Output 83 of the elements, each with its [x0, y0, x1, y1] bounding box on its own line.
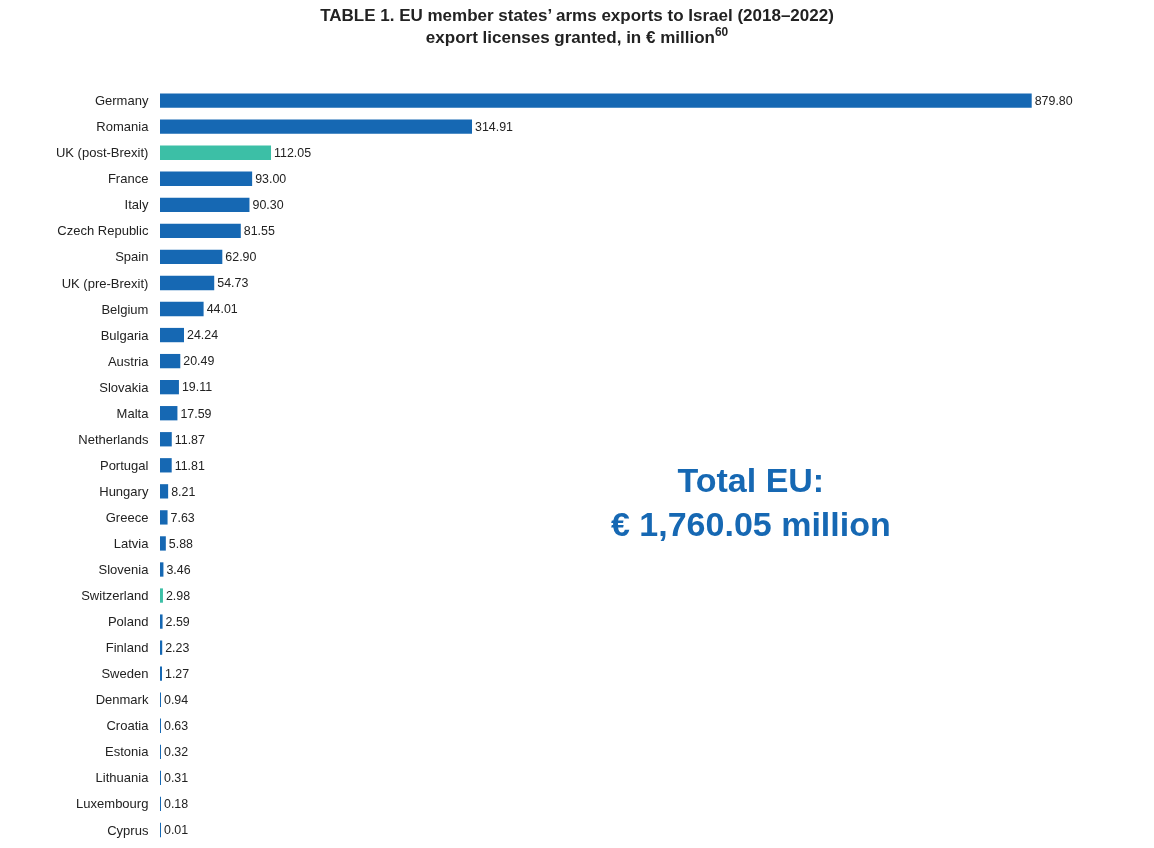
y-tick-label: Bulgaria: [100, 327, 150, 343]
data-label: 0.32: [164, 745, 189, 760]
annotation: Total EU: € 1,760.05 million: [611, 461, 891, 544]
y-tick-label: Czech Republic: [57, 223, 149, 239]
y-tick-label: Greece: [105, 509, 149, 525]
y-tick-label: Denmark: [95, 692, 149, 708]
bar: [160, 197, 250, 212]
y-tick-label: Sweden: [101, 666, 149, 682]
y-tick-label: Lithuania: [95, 770, 150, 786]
y-tick-label: France: [107, 171, 149, 187]
data-label: 0.63: [164, 719, 189, 734]
bar: [160, 406, 178, 421]
y-tick-label: UK (pre-Brexit): [61, 275, 149, 291]
chart-title: TABLE 1. EU member states’ arms exports to Israel (2018–2022): [320, 6, 834, 26]
y-tick-label: Austria: [107, 353, 150, 369]
data-label: 11.87: [174, 432, 206, 447]
data-label: 2.98: [165, 588, 191, 603]
data-label: 19.11: [181, 380, 213, 395]
data-label: 62.90: [225, 250, 257, 265]
bar: [160, 93, 1032, 108]
data-label: 44.01: [206, 302, 238, 317]
data-label: 314.91: [475, 119, 514, 134]
y-tick-label: Portugal: [99, 457, 149, 473]
data-label: 81.55: [243, 224, 275, 239]
y-tick-label: Slovenia: [98, 562, 150, 578]
bar: [160, 145, 272, 160]
data-label: 879.80: [1034, 93, 1073, 108]
y-tick-label: Croatia: [106, 718, 150, 734]
y-tick-label: Hungary: [99, 483, 149, 499]
y-tick-label: Luxembourg: [76, 796, 149, 812]
bar: [160, 275, 215, 291]
data-label: 24.24: [187, 328, 219, 343]
bar: [160, 458, 172, 473]
y-tick-label: Cyprus: [107, 822, 149, 838]
chart-subtitle: export licenses granted, in € million$^{60}$: [425, 25, 729, 48]
data-label: 0.31: [164, 771, 189, 786]
bar: [160, 640, 163, 655]
bar: [160, 249, 223, 265]
y-tick-label: UK (post-Brexit): [55, 145, 149, 161]
bar: [160, 432, 172, 447]
bar: [160, 614, 163, 629]
data-label: 0.18: [164, 797, 189, 812]
bar: [160, 562, 164, 577]
bar: [160, 536, 166, 551]
y-tick-label: Poland: [107, 614, 149, 630]
y-tick-label: Spain: [115, 249, 149, 265]
data-label: 54.73: [217, 276, 249, 291]
y-tick-label: Romania: [96, 119, 150, 135]
y-tick-label: Finland: [105, 640, 149, 656]
data-label: 17.59: [180, 406, 212, 421]
data-label: 0.01: [164, 823, 189, 838]
bar: [160, 223, 241, 239]
data-label: 2.23: [165, 640, 190, 655]
y-tick-label: Netherlands: [78, 431, 149, 447]
bar: [160, 353, 181, 369]
bar: [160, 484, 169, 499]
data-label: 112.05: [274, 146, 312, 161]
data-label: 8.21: [171, 484, 196, 499]
data-label: 90.30: [252, 198, 284, 213]
y-tick-label: Switzerland: [81, 588, 149, 604]
y-tick-label: Latvia: [113, 536, 150, 551]
bar: [160, 588, 163, 603]
data-label: 93.00: [255, 172, 287, 187]
y-tick-label: Germany: [94, 93, 149, 109]
data-label: 5.88: [168, 536, 194, 551]
data-label: 2.59: [165, 614, 190, 629]
data-label: 11.81: [174, 458, 205, 473]
y-tick-label: Estonia: [105, 744, 150, 760]
y-tick-label: Belgium: [101, 301, 149, 317]
y-tick-label: Slovakia: [99, 379, 150, 395]
data-label: 7.63: [170, 510, 195, 525]
bar: [160, 510, 168, 525]
bar: [160, 301, 204, 317]
y-tick-label: Italy: [124, 197, 149, 213]
y-tick-label: Malta: [116, 405, 150, 421]
bar: [160, 327, 185, 343]
data-label: 0.94: [164, 693, 189, 708]
data-label: 20.49: [183, 354, 215, 369]
data-label: 1.27: [165, 666, 190, 681]
bar: [160, 171, 253, 186]
data-label: 3.46: [166, 562, 191, 577]
bar: [160, 379, 179, 395]
bar: [160, 119, 473, 134]
